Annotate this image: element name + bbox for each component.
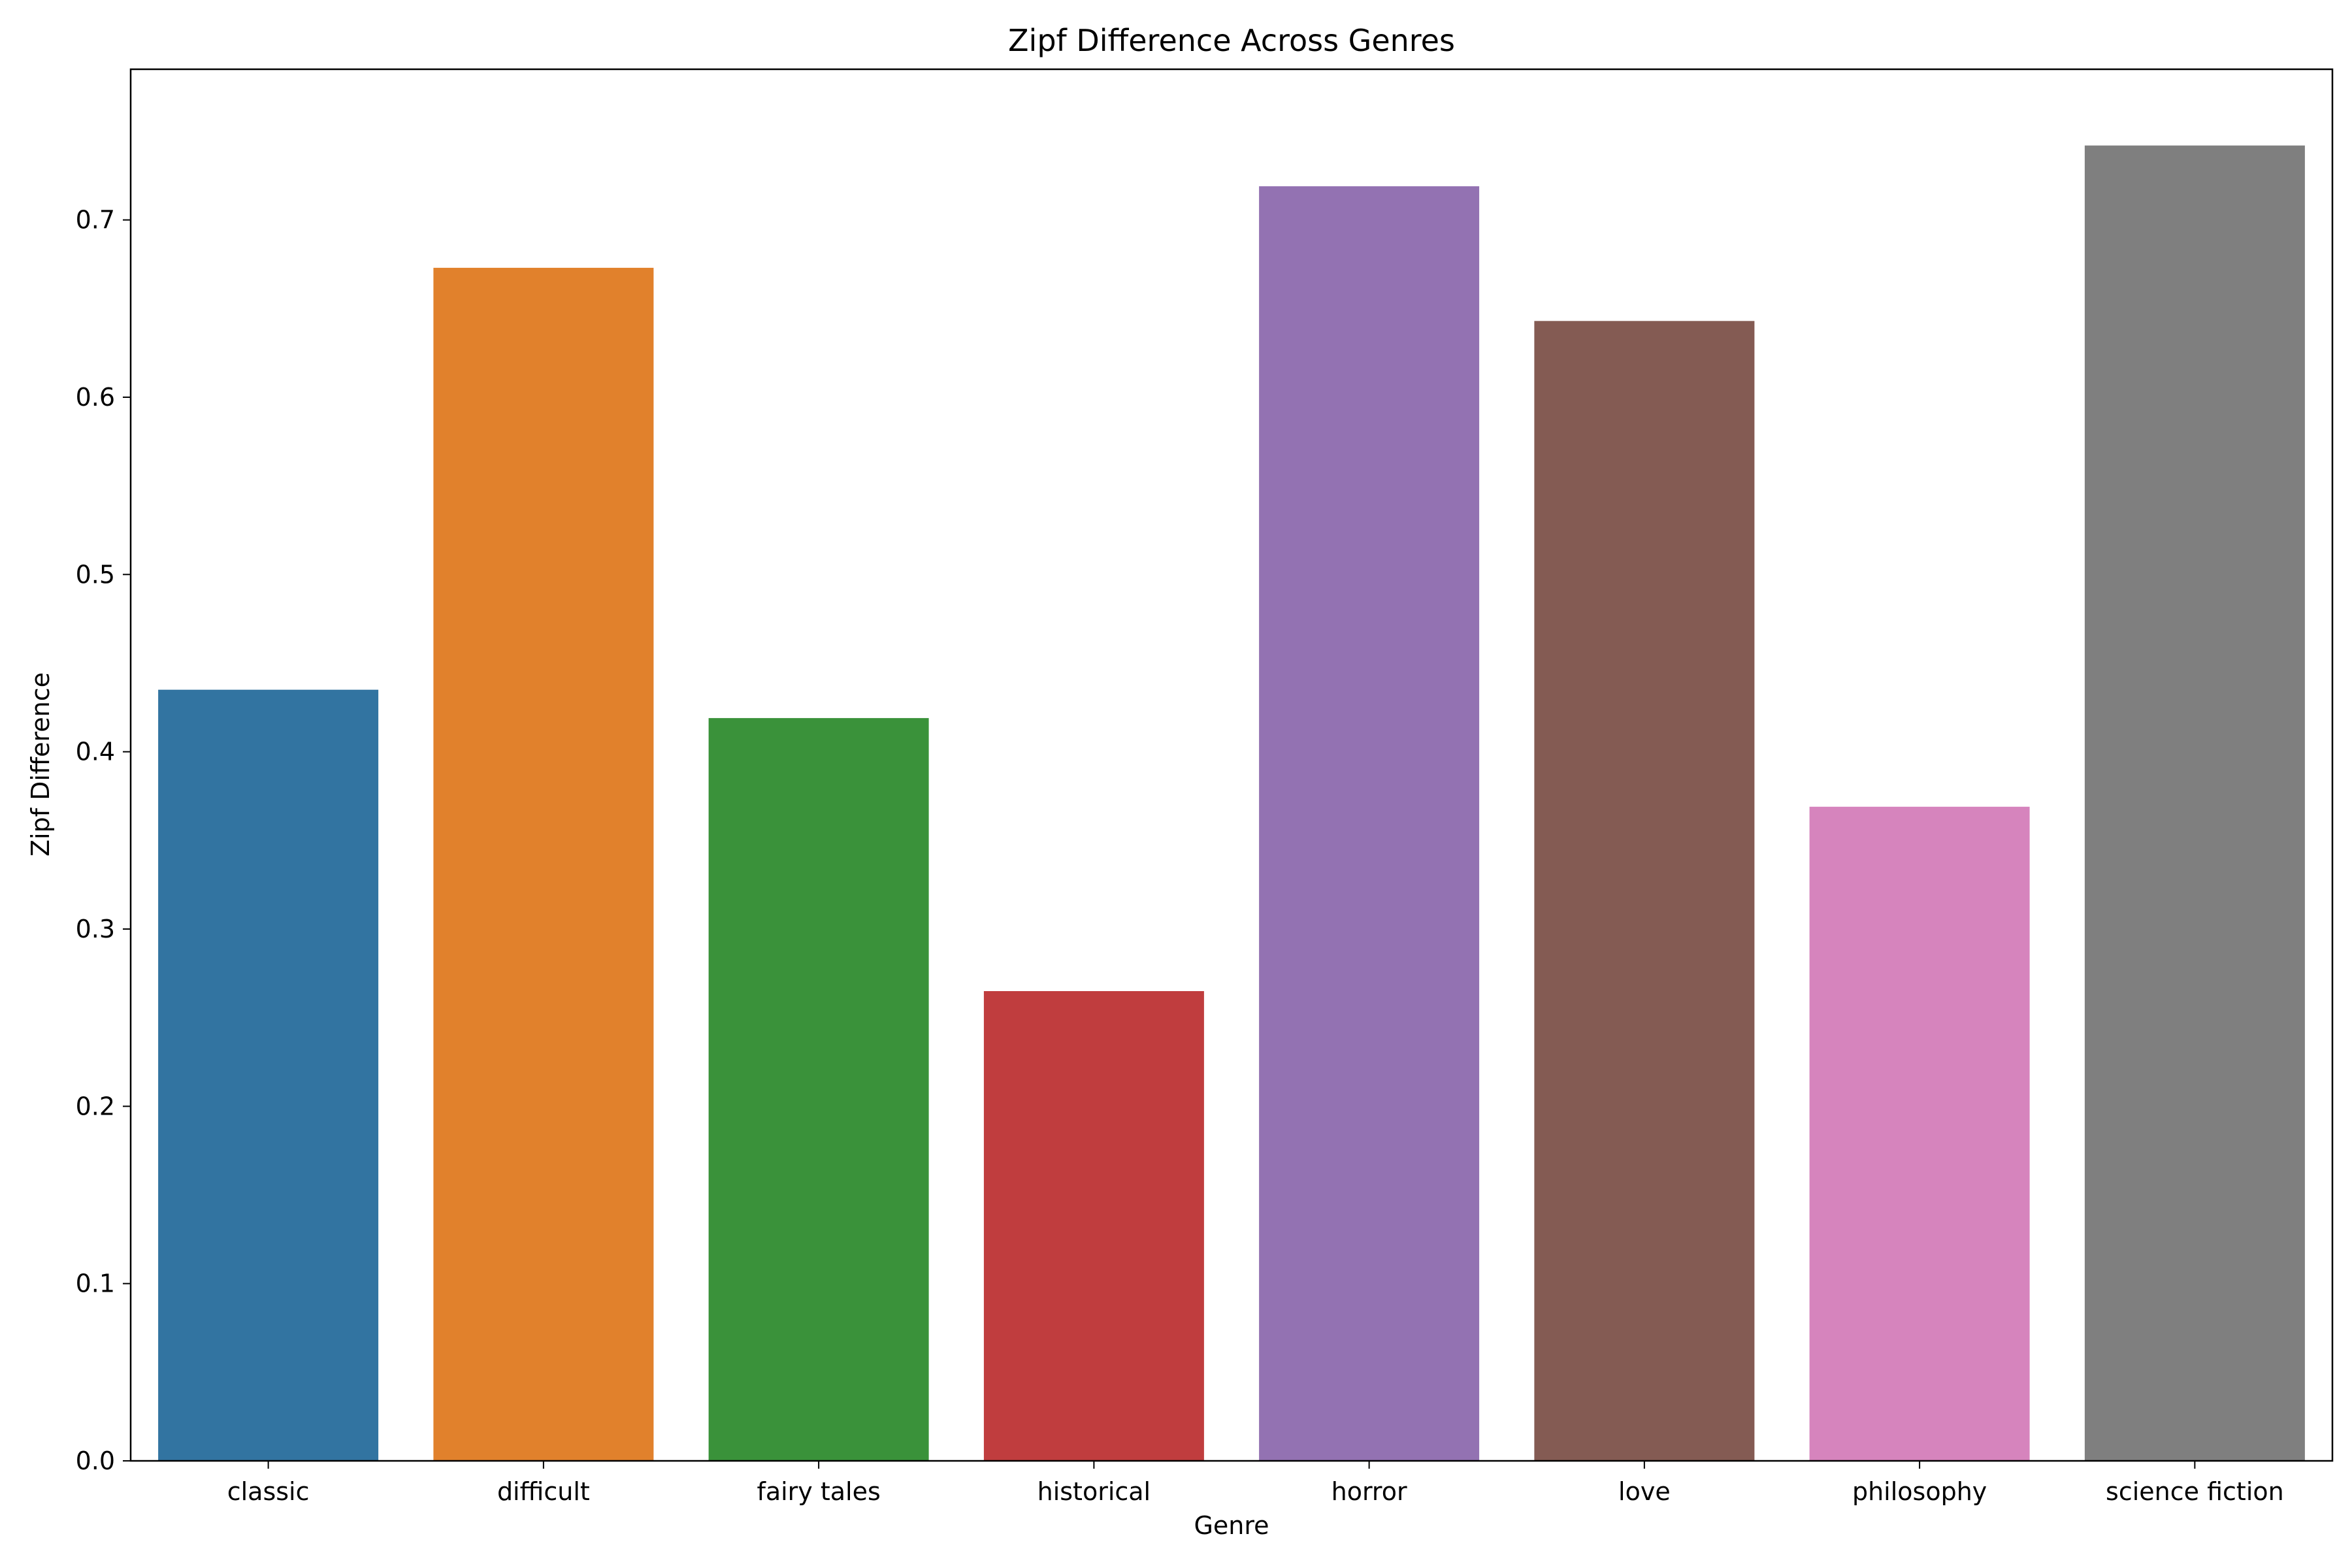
bar-fairy-tales: [708, 718, 929, 1461]
x-tick-label: classic: [227, 1477, 310, 1506]
x-tick-label: science fiction: [2106, 1477, 2284, 1506]
y-axis-label: Zipf Difference: [26, 672, 55, 857]
bar-historical: [983, 991, 1204, 1461]
bar-philosophy: [1809, 806, 2030, 1461]
y-tick-label: 0.6: [76, 383, 115, 412]
plot-frame: [129, 68, 2334, 1462]
y-tick-label: 0.5: [76, 560, 115, 589]
x-tick-label: philosophy: [1852, 1477, 1987, 1506]
y-tick-label: 0.0: [76, 1446, 115, 1475]
x-tick-label: horror: [1331, 1477, 1407, 1506]
x-tick-label: historical: [1037, 1477, 1151, 1506]
bar-classic: [158, 689, 379, 1461]
bar-horror: [1259, 186, 1480, 1462]
y-tick-label: 0.3: [76, 915, 115, 943]
x-tick-label: fairy tales: [757, 1477, 880, 1506]
x-tick-label: difficult: [497, 1477, 590, 1506]
x-axis-label: Genre: [1194, 1511, 1269, 1540]
chart-title: Zipf Difference Across Genres: [1008, 23, 1455, 58]
y-tick-label: 0.7: [76, 206, 115, 235]
y-tick-label: 0.1: [76, 1269, 115, 1298]
x-tick-label: love: [1618, 1477, 1671, 1506]
bar-love: [1534, 321, 1755, 1461]
y-tick-label: 0.4: [76, 738, 115, 766]
bar-difficult: [433, 267, 654, 1461]
y-tick-label: 0.2: [76, 1092, 115, 1120]
bar-science-fiction: [2084, 145, 2305, 1462]
x-axis: classic difficult fairy tales historical hor…: [227, 1461, 2284, 1506]
y-axis: 0.0 0.1 0.2 0.3 0.4 0.5 0.6 0.7: [76, 206, 131, 1475]
bars-group: [158, 145, 2305, 1462]
